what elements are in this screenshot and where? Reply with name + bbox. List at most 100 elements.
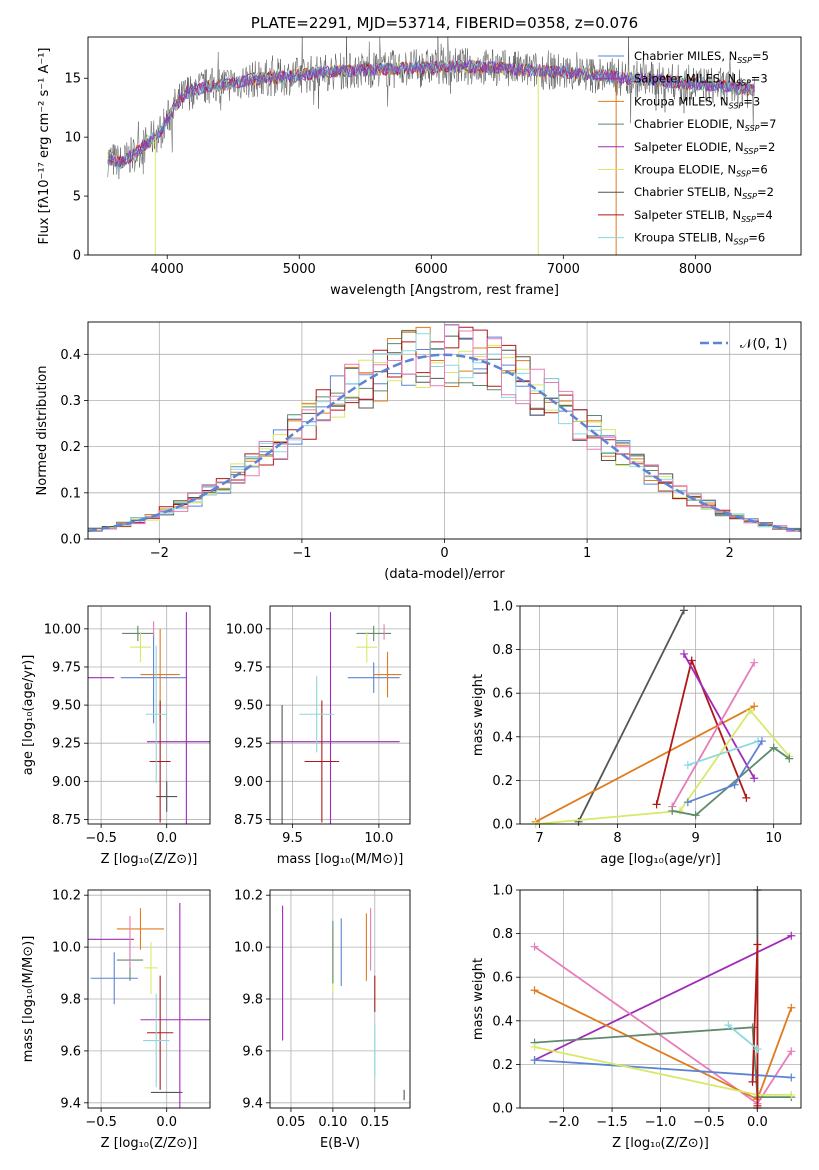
x-axis-label: Z [log₁₀(Z/Z⊙)] — [101, 1136, 198, 1151]
x-tick-label: 7000 — [547, 262, 580, 277]
y-tick-label: 0.3 — [60, 394, 81, 409]
x-tick-label: 0.10 — [318, 1115, 347, 1130]
legend-label: Chabrier STELIB, NSSP=2 — [634, 185, 774, 201]
y-tick-label: 9.6 — [242, 1044, 263, 1059]
y-tick-label: 8.75 — [234, 813, 263, 828]
x-axis-label: Z [log₁₀(Z/Z⊙)] — [612, 1136, 709, 1151]
y-tick-label: 9.00 — [52, 775, 81, 790]
x-tick-label: 4000 — [151, 262, 184, 277]
spectrum-axes — [84, 37, 756, 259]
weight-marker — [668, 806, 677, 815]
weight-marker — [748, 1077, 757, 1086]
y-tick-label: 0.6 — [492, 971, 513, 986]
y-tick-label: 9.6 — [60, 1044, 81, 1059]
weight-marker — [530, 1042, 539, 1051]
x-tick-label: −2 — [150, 546, 169, 561]
weight-marker — [683, 761, 692, 770]
weight-marker — [679, 606, 688, 615]
y-tick-label: 9.4 — [60, 1096, 81, 1111]
y-tick-label: 9.8 — [242, 993, 263, 1008]
y-tick-label: 0.4 — [492, 730, 513, 745]
x-tick-label: 8000 — [679, 262, 712, 277]
mass_vs_EBV-axes — [266, 890, 410, 1112]
y-axis-label: Normed distribution — [35, 366, 50, 496]
spectrum-series-salpeter-miles — [107, 59, 755, 168]
spectrum-series-kroupa-stelib — [107, 59, 755, 170]
y-tick-label: 0.6 — [492, 687, 513, 702]
mass_vs_Z-axes — [84, 890, 210, 1112]
chart-title: PLATE=2291, MJD=53714, FIBERID=0358, z=0… — [251, 14, 638, 32]
legend-label: Kroupa ELODIE, NSSP=6 — [634, 163, 768, 179]
weight-line — [535, 709, 790, 824]
y-tick-label: 10.0 — [52, 941, 81, 956]
weight-marker — [753, 1101, 762, 1110]
y-tick-label: 9.25 — [234, 737, 263, 752]
y-tick-label: 0.4 — [60, 348, 81, 363]
x-axis-label: wavelength [Angstrom, rest frame] — [330, 283, 559, 298]
legend-label: Salpeter ELODIE, NSSP=2 — [634, 140, 775, 156]
x-axis-label: mass [log₁₀(M/M⊙)] — [277, 852, 404, 867]
y-axis-label: mass weight — [471, 674, 486, 756]
x-tick-label: 7 — [535, 831, 543, 846]
weight-marker — [787, 1090, 796, 1099]
y-tick-label: 9.00 — [234, 775, 263, 790]
weight-marker — [652, 800, 661, 809]
y-tick-label: 0.0 — [60, 533, 81, 548]
weight-marker — [785, 754, 794, 763]
weight-marker — [676, 806, 685, 815]
axes-border — [519, 605, 802, 825]
x-tick-label: −1.0 — [645, 1115, 677, 1130]
weight-marker — [750, 658, 759, 667]
x-tick-label: 9 — [691, 831, 699, 846]
y-tick-label: 0.1 — [60, 486, 81, 501]
x-axis-label: Z [log₁₀(Z/Z⊙)] — [101, 852, 198, 867]
weight-marker — [683, 798, 692, 807]
weight-marker — [691, 811, 700, 820]
x-tick-label: −0.5 — [85, 1115, 117, 1130]
y-tick-label: 10 — [64, 131, 81, 146]
y-axis-label: mass [log₁₀(M/M⊙)] — [21, 936, 36, 1063]
x-tick-label: 5000 — [283, 262, 316, 277]
weight-marker — [574, 817, 583, 826]
x-tick-label: 0 — [440, 546, 448, 561]
x-tick-label: 0.15 — [360, 1115, 389, 1130]
x-tick-label: 9.5 — [282, 831, 303, 846]
weight-marker — [787, 1047, 796, 1056]
x-axis-label: age [log₁₀(age/yr)] — [600, 852, 721, 867]
weight-marker — [787, 1073, 796, 1082]
y-tick-label: 0.8 — [492, 927, 513, 942]
weight-line — [671, 662, 755, 808]
weight-marker — [787, 931, 796, 940]
legend-label: Kroupa MILES, NSSP=3 — [634, 94, 760, 110]
axes-border — [87, 321, 802, 540]
legend-label: Salpeter MILES, NSSP=3 — [634, 72, 768, 88]
x-tick-label: −1.5 — [596, 1115, 628, 1130]
weight-line — [577, 609, 685, 823]
legend-label: Chabrier ELODIE, NSSP=7 — [634, 117, 776, 133]
axes-border — [269, 889, 411, 1109]
x-tick-label: −0.5 — [693, 1115, 725, 1130]
weight-marker — [750, 702, 759, 711]
y-tick-label: 10.0 — [234, 941, 263, 956]
y-tick-label: 15 — [64, 72, 81, 87]
x-tick-label: 0.0 — [156, 1115, 177, 1130]
axes-border — [269, 605, 411, 825]
legend-label: 𝒩(0, 1) — [740, 337, 787, 352]
y-tick-label: 0 — [73, 249, 81, 264]
weight-marker — [787, 1003, 796, 1012]
age_vs_mass-axes — [266, 606, 410, 828]
axes-border — [87, 605, 211, 825]
y-axis-label: age [log₁₀(age/yr)] — [21, 655, 36, 776]
y-tick-label: 0.4 — [492, 1014, 513, 1029]
x-tick-label: 10 — [765, 831, 782, 846]
y-tick-label: 10.00 — [226, 622, 263, 637]
weight-line — [683, 653, 755, 779]
x-tick-label: −2.0 — [548, 1115, 580, 1130]
weight-marker — [724, 1021, 733, 1030]
weight-line — [687, 740, 759, 766]
weight-line — [534, 1026, 792, 1098]
weight-line — [535, 705, 755, 823]
weight-marker — [746, 706, 755, 715]
weight-line — [727, 1024, 758, 1050]
